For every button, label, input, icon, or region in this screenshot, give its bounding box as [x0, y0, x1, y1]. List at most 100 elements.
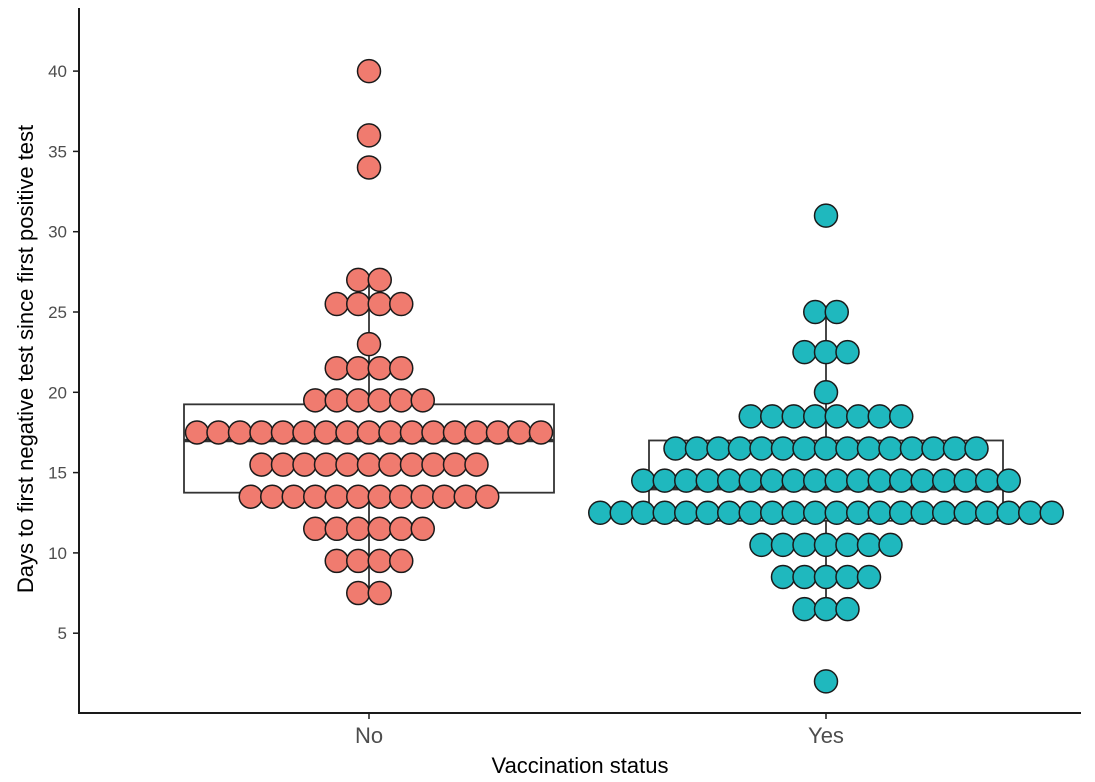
data-point-yes — [910, 468, 935, 493]
data-point-yes — [942, 436, 968, 461]
data-point-no — [399, 420, 425, 445]
data-point-no — [367, 355, 392, 381]
data-point-yes — [652, 468, 677, 493]
data-point-yes — [803, 299, 828, 325]
data-point-yes — [899, 436, 925, 461]
data-point-no — [206, 420, 231, 445]
data-point-yes — [760, 468, 785, 493]
data-point-no — [442, 452, 468, 477]
data-point-no — [389, 516, 414, 542]
x-axis-title: Vaccination status — [492, 753, 669, 778]
data-point-no — [378, 420, 403, 445]
data-point-yes — [770, 436, 796, 461]
data-point-no — [281, 484, 306, 509]
data-point-yes — [813, 339, 839, 365]
data-point-no — [346, 291, 371, 317]
data-point-yes — [878, 532, 903, 558]
data-point-yes — [813, 564, 839, 590]
data-point-yes — [760, 404, 785, 429]
data-point-yes — [674, 468, 699, 493]
data-point-yes — [846, 468, 871, 493]
data-point-yes — [803, 404, 828, 429]
data-point-no — [227, 420, 253, 445]
data-point-yes — [889, 500, 914, 525]
y-axis-ticks: 5 10 15 20 25 30 35 40 — [48, 62, 79, 643]
data-point-yes — [717, 468, 742, 493]
y-tick-label: 25 — [48, 303, 67, 322]
data-point-no — [356, 155, 382, 180]
y-tick-label: 40 — [48, 62, 67, 81]
data-point-yes — [932, 468, 957, 493]
data-point-yes — [835, 339, 860, 365]
x-tick-label: Yes — [808, 723, 844, 748]
data-point-yes — [717, 500, 742, 525]
data-point-no — [356, 452, 382, 477]
y-axis-title: Days to first negative test since first … — [13, 125, 38, 593]
data-point-yes — [738, 468, 763, 493]
data-point-no — [453, 484, 478, 509]
data-point-yes — [631, 468, 656, 493]
data-point-no — [410, 516, 435, 542]
data-point-yes — [749, 436, 774, 461]
data-point-no — [389, 291, 414, 317]
data-point-yes — [588, 500, 613, 525]
data-point-no — [303, 388, 328, 413]
data-point-yes — [910, 500, 935, 525]
data-point-yes — [964, 436, 989, 461]
data-point-yes — [760, 500, 785, 525]
data-point-no — [303, 484, 328, 509]
data-point-yes — [803, 500, 828, 525]
data-point-no — [238, 484, 263, 509]
data-point-yes — [813, 532, 839, 558]
data-point-no — [346, 516, 371, 542]
data-point-no — [421, 452, 446, 477]
data-point-yes — [975, 468, 1000, 493]
data-point-no — [346, 484, 371, 509]
data-point-yes — [889, 468, 914, 493]
data-point-yes — [953, 500, 978, 525]
data-point-yes — [813, 596, 839, 622]
data-point-yes — [803, 468, 828, 493]
data-point-yes — [727, 436, 753, 461]
data-point-no — [421, 420, 446, 445]
data-point-no — [313, 452, 339, 477]
data-point-yes — [835, 564, 860, 590]
data-point-no — [324, 291, 349, 317]
data-point-yes — [1039, 500, 1064, 525]
data-point-no — [389, 548, 414, 574]
data-point-yes — [867, 500, 892, 525]
data-point-no — [346, 388, 371, 413]
data-point-no — [356, 420, 382, 445]
data-point-yes — [684, 436, 710, 461]
data-point-yes — [975, 500, 1000, 525]
data-point-yes — [846, 500, 871, 525]
y-tick-label: 30 — [48, 223, 67, 242]
data-point-no — [389, 484, 414, 509]
data-point-no — [367, 484, 392, 509]
data-point-no — [410, 484, 435, 509]
data-point-yes — [813, 669, 839, 694]
data-point-yes — [824, 404, 849, 429]
data-point-no — [335, 420, 360, 445]
data-point-no — [324, 355, 349, 381]
data-point-yes — [889, 404, 914, 429]
data-point-yes — [953, 468, 978, 493]
data-point-no — [292, 420, 317, 445]
data-point-yes — [738, 404, 763, 429]
data-point-yes — [813, 203, 839, 228]
data-point-yes — [781, 500, 806, 525]
data-point-yes — [674, 500, 699, 525]
data-point-yes — [781, 468, 806, 493]
data-point-yes — [835, 596, 860, 622]
data-point-yes — [652, 500, 677, 525]
data-point-yes — [663, 436, 688, 461]
data-point-yes — [996, 468, 1021, 493]
data-point-no — [346, 548, 371, 574]
data-point-yes — [824, 299, 849, 325]
data-point-no — [367, 516, 392, 542]
data-point-yes — [921, 436, 946, 461]
data-point-no — [249, 420, 274, 445]
data-point-no — [356, 331, 382, 357]
